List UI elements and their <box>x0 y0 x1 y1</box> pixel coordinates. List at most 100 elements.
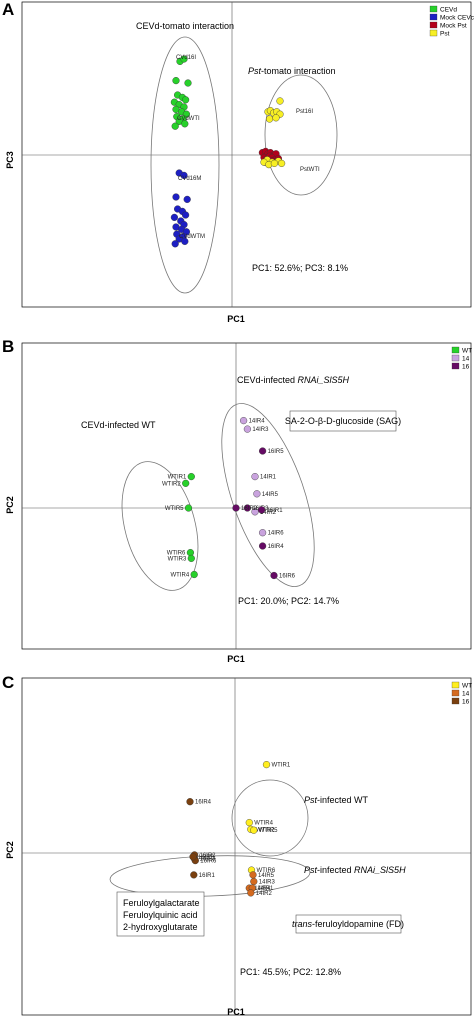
point-label: 16IR6 <box>279 574 296 580</box>
panel-b-box <box>289 410 397 432</box>
panel-b-xlabel: PC1 <box>227 654 245 664</box>
panel-a-frame <box>21 1 472 308</box>
point-label: WTIR6 <box>167 551 186 557</box>
point-label: Pst16I <box>296 109 313 115</box>
legend-label: WT <box>462 683 472 690</box>
point-label: WTIR3 <box>168 556 187 562</box>
data-point <box>251 508 259 516</box>
panel-b-cluster-wt <box>121 461 199 591</box>
legend-label: CEVd <box>440 7 457 14</box>
panel-a-point-labels: CVd16I CVdWTI CVd16M CVdWTM Pst16I PstWT… <box>176 55 320 240</box>
data-point <box>240 417 248 425</box>
legend-swatch <box>429 13 438 21</box>
data-point <box>187 554 195 563</box>
data-point <box>184 79 192 87</box>
data-point <box>270 571 278 580</box>
legend-label: Mock Pst <box>440 23 467 30</box>
point-label: 14IR4 <box>249 419 266 425</box>
point-label: WTIR5 <box>259 828 278 834</box>
panel-b-group-wt: CEVd-infected WT <box>81 420 156 430</box>
point-label: 16IR4 <box>195 800 212 806</box>
panel-c-cluster-rnai <box>109 855 311 897</box>
legend-swatch <box>451 346 460 354</box>
panel-b-variance: PC1: 20.0%; PC2: 14.7% <box>238 596 339 606</box>
panel-c-box-left <box>116 891 205 937</box>
data-point <box>181 120 189 128</box>
legend-swatch <box>451 689 460 697</box>
data-point <box>266 115 274 123</box>
panel-a-points <box>170 55 286 248</box>
panel-a-group-pst: Pst-tomato interaction <box>248 66 336 76</box>
point-label: 14IR3 <box>259 880 276 886</box>
point-label: WTIR4 <box>171 573 190 579</box>
legend-swatch <box>429 21 438 29</box>
data-point <box>272 114 280 122</box>
data-point <box>182 479 190 487</box>
panel-a-cluster-cevd <box>150 36 220 294</box>
point-label: 14IR6 <box>268 531 285 537</box>
panel-b-letter: B <box>2 337 14 356</box>
point-label: 16IR2 <box>241 506 258 512</box>
data-point <box>259 542 267 550</box>
legend-swatch <box>429 5 438 13</box>
data-point <box>276 97 284 105</box>
data-point <box>180 55 188 63</box>
data-point <box>186 798 194 806</box>
panel-c-box-right <box>295 914 402 934</box>
point-label: 16IR4 <box>268 544 285 550</box>
panel-c-letter: C <box>2 673 14 692</box>
data-point <box>278 159 286 168</box>
panel-c-xlabel: PC1 <box>227 1007 245 1017</box>
data-point <box>172 193 180 201</box>
data-point <box>170 213 179 222</box>
panel-c-frame <box>21 677 472 1016</box>
point-label: WTIR4 <box>254 821 273 827</box>
panel-c-group-rnai: Pst-infected RNAi_SlS5H <box>304 865 406 875</box>
data-point <box>189 853 197 861</box>
panel-c-variance: PC1: 45.5%; PC2: 12.8% <box>240 967 341 977</box>
point-label: 14IR2 <box>256 891 273 897</box>
data-point <box>232 504 240 512</box>
point-label: 14IR1 <box>260 475 277 481</box>
panel-c-box-right-label: trans-feruloyldopamine (FD) <box>292 919 404 929</box>
point-label: 16IR1 <box>267 508 284 514</box>
legend-swatch <box>429 29 438 37</box>
point-label: 14IR5 <box>258 873 275 879</box>
panel-a-letter: A <box>2 0 14 19</box>
point-label: WTIR2 <box>256 827 275 833</box>
point-label: 14IR2 <box>260 510 277 516</box>
point-label: 16IR1 <box>199 873 216 879</box>
data-point <box>258 506 266 514</box>
point-label: CVdWTM <box>179 234 205 240</box>
legend-label: WT <box>462 348 472 355</box>
data-point <box>190 871 198 879</box>
panel-a-ylabel: PC3 <box>5 151 15 169</box>
legend-label: Mock CEVc <box>440 15 474 22</box>
panel-a-xlabel: PC1 <box>227 314 245 324</box>
panel-c-box-left-line2: Feruloylquinic acid <box>123 910 198 920</box>
data-point <box>180 171 188 180</box>
panel-a-cluster-pst <box>264 74 338 196</box>
data-point <box>259 447 267 455</box>
legend-label: 14 <box>462 691 470 698</box>
data-point <box>172 76 180 85</box>
point-label: CVd16M <box>178 176 201 182</box>
legend-swatch <box>451 362 460 370</box>
panel-a-group-cevd: CEVd-tomato interaction <box>136 21 234 31</box>
data-point <box>243 504 252 512</box>
point-label: PstWTI <box>300 167 320 173</box>
panel-b-ylabel: PC2 <box>5 496 15 514</box>
panel-c: C PC1 PC2 Pst-infected WT Pst-infected R… <box>2 673 472 1017</box>
point-label: 16IR3 <box>200 857 217 863</box>
data-point <box>253 490 261 498</box>
point-label: WTIR2 <box>162 481 181 487</box>
point-label: 14IR3 <box>252 427 269 433</box>
data-point <box>245 818 253 827</box>
panel-b-frame <box>21 342 472 650</box>
legend-swatch <box>451 681 460 689</box>
